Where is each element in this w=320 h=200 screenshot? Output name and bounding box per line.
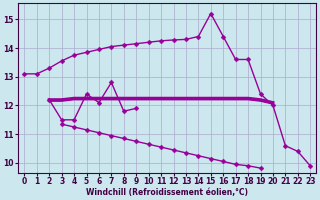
X-axis label: Windchill (Refroidissement éolien,°C): Windchill (Refroidissement éolien,°C) xyxy=(86,188,248,197)
